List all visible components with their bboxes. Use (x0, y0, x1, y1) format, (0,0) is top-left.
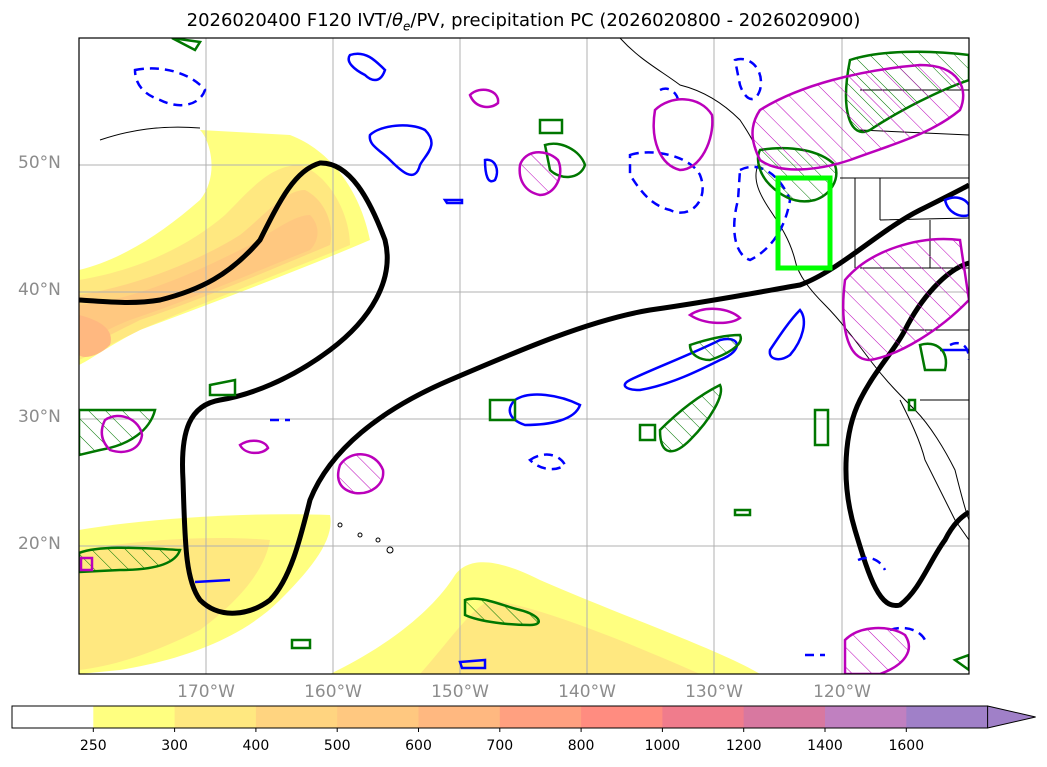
colorbar-segment (906, 706, 989, 728)
colorbar-tick-label: 1600 (888, 738, 925, 754)
colorbar-tick-label: 600 (405, 738, 432, 754)
lat-label-30n: 30°N (18, 407, 61, 427)
colorbar-tick-label: 500 (323, 738, 351, 754)
lon-label-140w: 140°W (558, 682, 616, 702)
colorbar-tick-label: 800 (567, 738, 595, 754)
blue-contours (194, 52, 969, 670)
colorbar-segment (743, 706, 826, 728)
colorbar-segment (255, 706, 338, 728)
colorbar-tick-label: 1000 (644, 738, 681, 754)
lon-label-170w: 170°W (177, 682, 235, 702)
lon-label-160w: 160°W (304, 682, 362, 702)
map-frame (78, 37, 970, 675)
lon-label-130w: 130°W (685, 682, 743, 702)
colorbar-segment (93, 706, 176, 728)
colorbar-segment (337, 706, 419, 728)
map-title: 2026020400 F120 IVT/θe/PV, precipitation… (186, 10, 861, 34)
colorbar-tick-label: 250 (79, 738, 107, 754)
lon-label-150w: 150°W (431, 682, 489, 702)
colorbar-tick-label: 300 (161, 738, 188, 754)
colorbar-segment (418, 706, 501, 728)
colorbar-extend-arrow (987, 705, 1036, 729)
colorbar-segment (581, 706, 663, 728)
colorbar-segment (499, 706, 582, 728)
colorbar-segment (12, 706, 94, 728)
lat-label-20n: 20°N (18, 534, 61, 554)
colorbar-tick-label: 700 (486, 738, 514, 754)
colorbar-segment (662, 706, 745, 728)
coastline (99, 38, 969, 554)
highlight-box (775, 175, 833, 271)
colorbar-tick-label: 1200 (725, 738, 762, 754)
lat-label-40n: 40°N (18, 280, 61, 300)
colorbar-segment (825, 706, 907, 728)
ivt-plume-northwest (79, 130, 370, 365)
colorbar-tick-label: 1400 (807, 738, 843, 754)
colorbar (11, 705, 1036, 732)
lon-label-120w: 120°W (813, 682, 871, 702)
magenta-contours (79, 63, 969, 674)
lat-label-50n: 50°N (18, 153, 61, 173)
colorbar-tick-label: 400 (242, 738, 270, 754)
map-area (79, 38, 969, 674)
colorbar-segment (174, 706, 257, 728)
